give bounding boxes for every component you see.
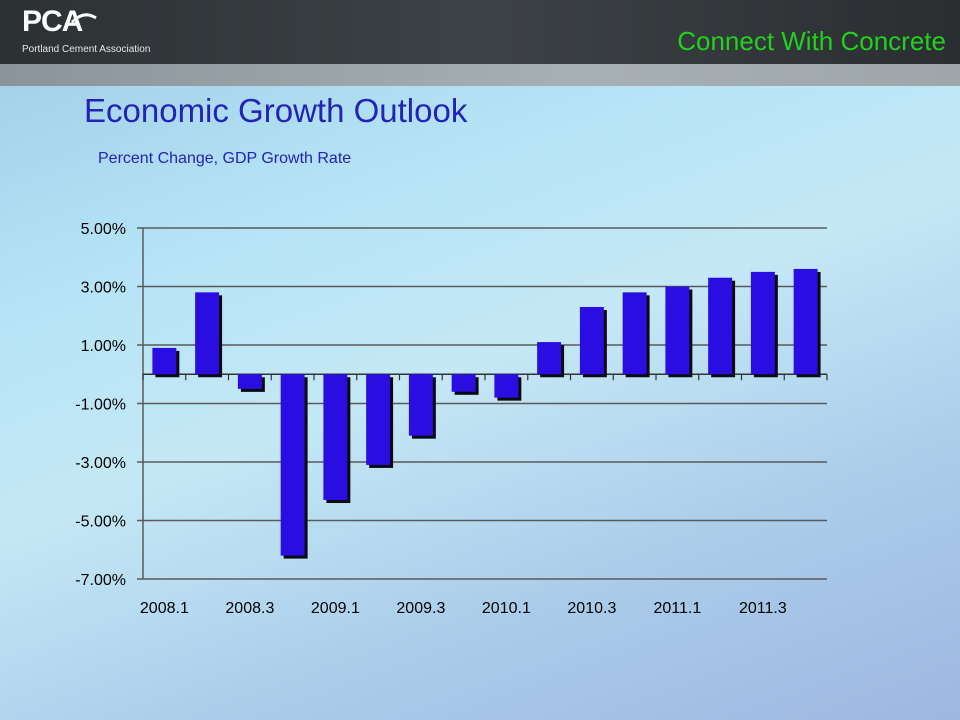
- bar: [750, 271, 775, 375]
- bar: [280, 374, 305, 556]
- x-tick-label: 2010.3: [567, 600, 616, 617]
- y-tick-label: -5.00%: [75, 514, 126, 531]
- x-tick-label: 2009.3: [396, 600, 445, 617]
- bar: [152, 347, 177, 375]
- x-tick-label: 2009.1: [311, 600, 360, 617]
- logo-subtext: Portland Cement Association: [22, 44, 151, 55]
- y-tick-label: -1.00%: [75, 397, 126, 414]
- bar: [537, 342, 562, 375]
- slide-title: Economic Growth Outlook: [84, 92, 468, 129]
- header-substrip: [0, 64, 960, 86]
- x-tick-label: 2010.1: [482, 600, 531, 617]
- bar: [366, 374, 391, 465]
- header-bar: PCA Portland Cement Association Connect …: [0, 0, 960, 64]
- x-tick-label: 2008.3: [225, 600, 274, 617]
- bar: [451, 374, 476, 392]
- y-tick-label: 3.00%: [81, 280, 126, 297]
- y-axis-ticks: 5.00% 3.00% 1.00% -1.00% -3.00% -5.00% -7.00%: [75, 221, 126, 589]
- y-tick-label: -3.00%: [75, 455, 126, 472]
- x-tick-label: 2008.1: [140, 600, 189, 617]
- logo-swoosh-icon: [70, 13, 97, 24]
- bar: [579, 306, 604, 375]
- bar: [708, 277, 733, 375]
- bar: [195, 292, 220, 375]
- bar: [622, 292, 647, 375]
- y-tick-label: 1.00%: [81, 338, 126, 355]
- bar: [494, 374, 519, 398]
- x-tick-label: 2011.1: [654, 600, 702, 617]
- bar: [237, 374, 262, 389]
- slide-subtitle: Percent Change, GDP Growth Rate: [98, 150, 352, 167]
- pca-logo: PCA Portland Cement Association: [22, 6, 162, 58]
- y-tick-label: 5.00%: [81, 221, 126, 238]
- bar: [323, 374, 348, 501]
- bar: [793, 268, 818, 375]
- bars: [152, 268, 821, 559]
- y-tick-label: -7.00%: [75, 572, 126, 589]
- tagline: Connect With Concrete: [677, 26, 946, 56]
- bar: [408, 374, 433, 436]
- x-tick-label: 2011.3: [739, 600, 787, 617]
- bar: [665, 286, 690, 375]
- x-axis-ticks: 2008.1 2008.3 2009.1 2009.3 2010.1 2010.3 2011…: [140, 600, 787, 617]
